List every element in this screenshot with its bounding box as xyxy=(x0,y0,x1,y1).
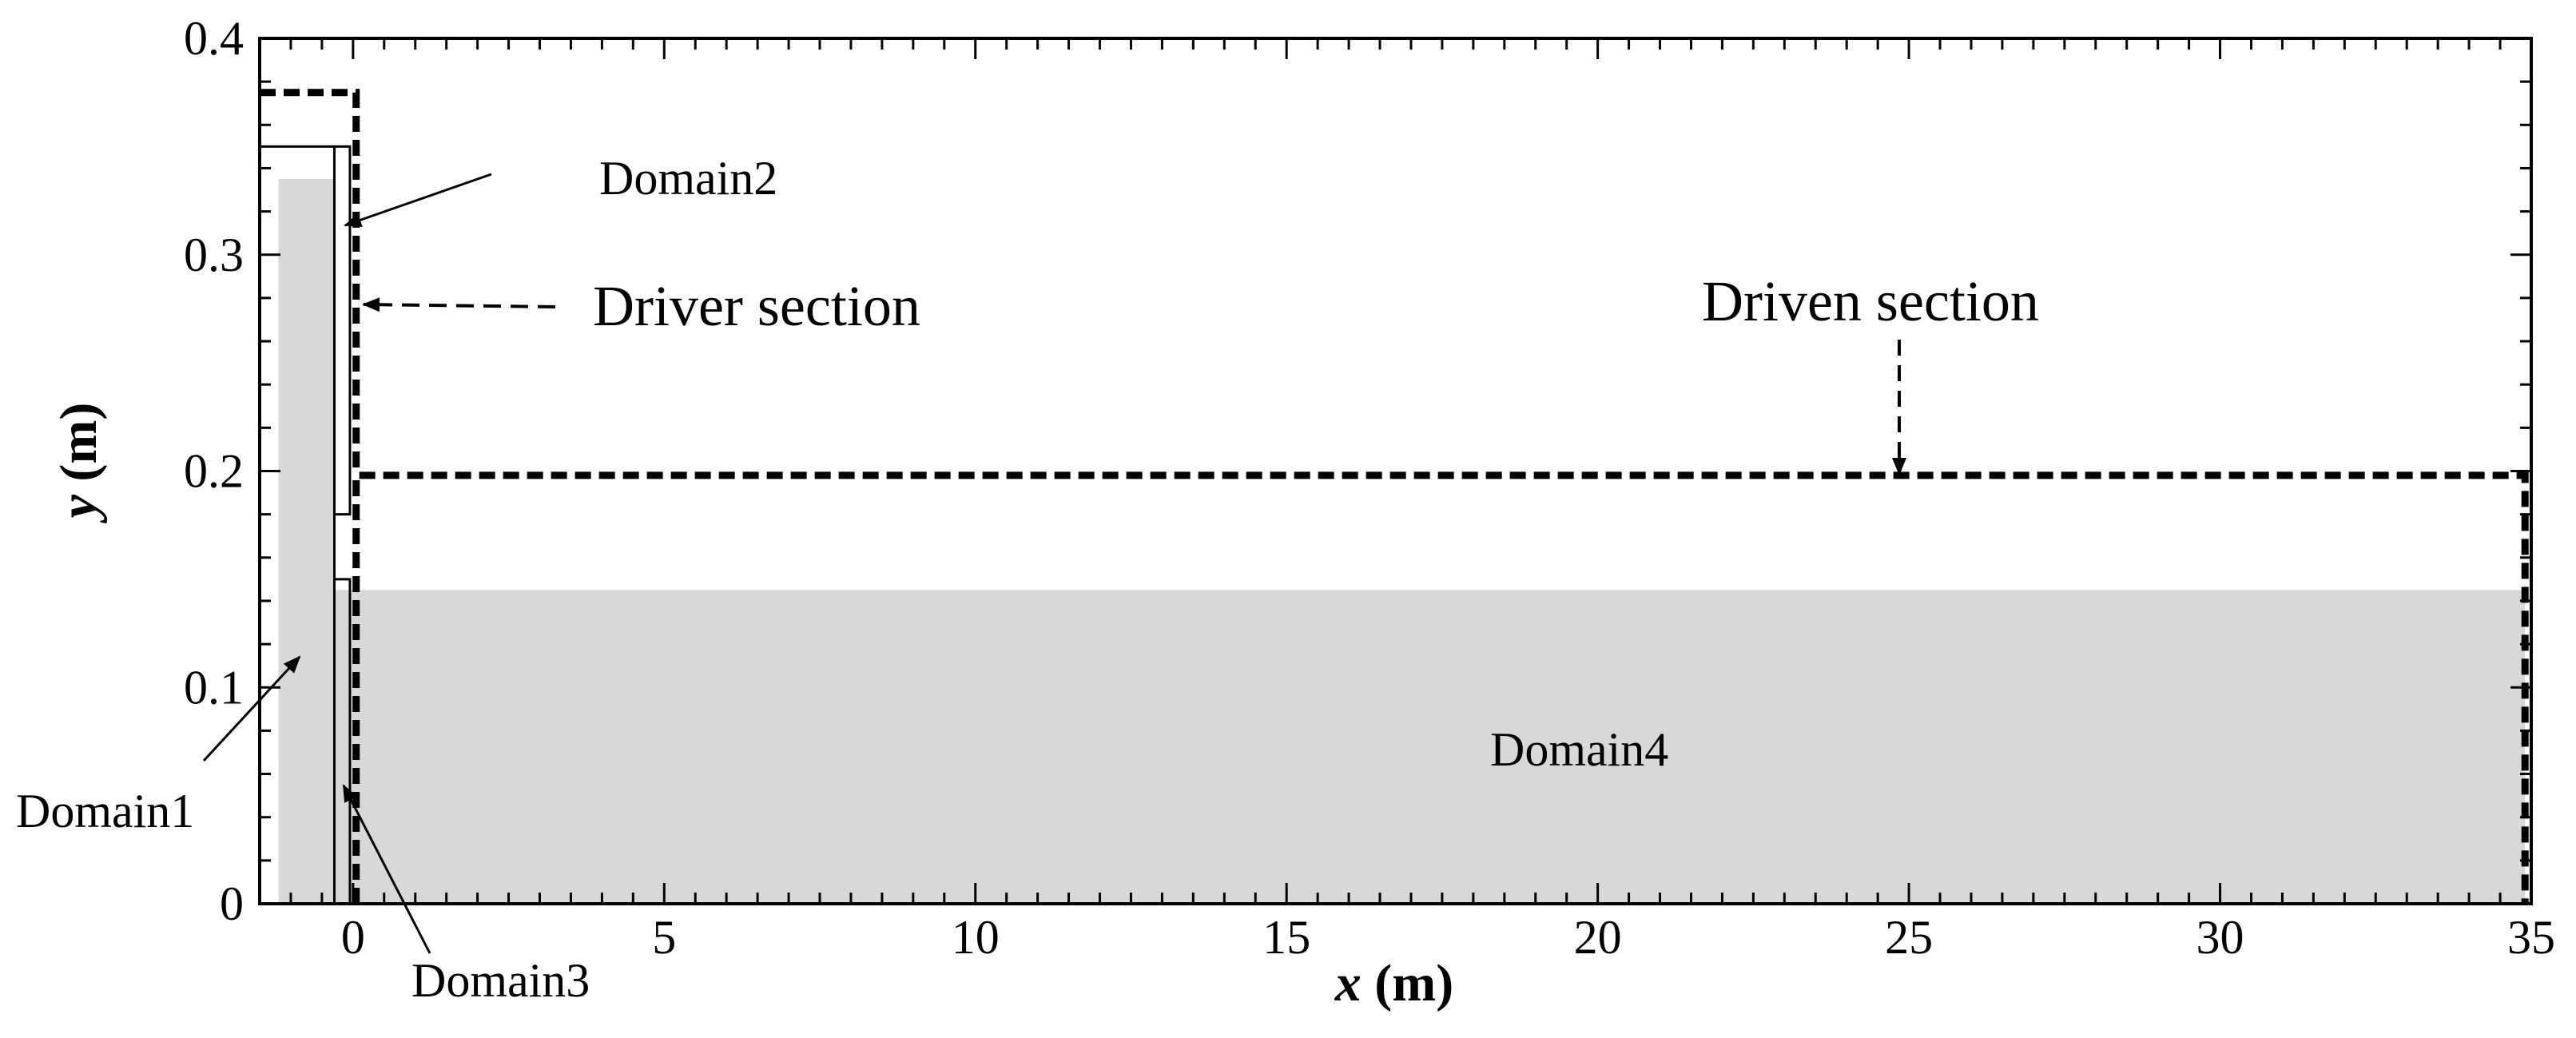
x-tick-label: 35 xyxy=(2507,911,2555,964)
y-tick-labels: 0 0.1 0.2 0.3 0.4 xyxy=(184,12,244,930)
driver-section-leader xyxy=(362,297,556,312)
y-axis-title: y (m) xyxy=(50,403,108,524)
domain1-region xyxy=(278,178,335,905)
domain1-label: Domain1 xyxy=(16,785,194,837)
domain1-leader xyxy=(202,655,301,762)
x-tick-label: 15 xyxy=(1262,911,1310,964)
domain4-region xyxy=(334,590,2526,904)
y-tick-label: 0.1 xyxy=(184,661,244,714)
x-tick-labels: 0 5 10 15 20 25 30 35 xyxy=(341,911,2555,964)
domain2-leader xyxy=(344,173,492,227)
driver-section-outline xyxy=(260,89,360,475)
x-tick-label: 5 xyxy=(652,911,676,964)
y-ticks xyxy=(260,37,2531,905)
domain4-label: Domain4 xyxy=(1490,723,1668,776)
driven-section-label: Driven section xyxy=(1702,269,2039,333)
x-tick-label: 25 xyxy=(1885,911,1933,964)
x-axis-title: x (m) xyxy=(1334,954,1453,1012)
x-tick-label: 30 xyxy=(2196,911,2244,964)
y-tick-label: 0.4 xyxy=(184,12,244,65)
x-tick-label: 20 xyxy=(1574,911,1622,964)
y-tick-label: 0.3 xyxy=(184,229,244,281)
x-tick-label: 10 xyxy=(952,911,1000,964)
gate-strip xyxy=(332,145,352,516)
domain3-label: Domain3 xyxy=(411,954,590,1007)
driven-section-outline xyxy=(352,471,2529,904)
y-tick-label: 0.2 xyxy=(184,445,244,498)
driver-section-label: Driver section xyxy=(593,274,920,338)
domain3-leader xyxy=(342,784,431,954)
domain2-label: Domain2 xyxy=(599,152,777,205)
x-tick-label: 0 xyxy=(341,911,365,964)
x-ticks xyxy=(289,38,2533,904)
y-tick-label: 0 xyxy=(220,877,244,930)
